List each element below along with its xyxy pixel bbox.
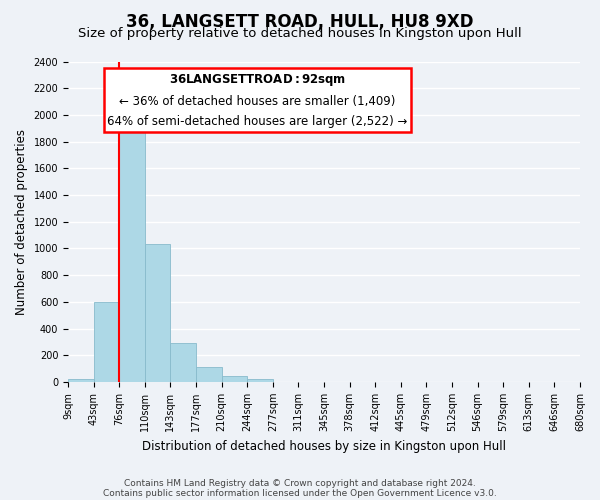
Bar [221, 376, 247, 382]
Bar [145, 244, 170, 382]
Text: 36, LANGSETT ROAD, HULL, HU8 9XD: 36, LANGSETT ROAD, HULL, HU8 9XD [126, 12, 474, 30]
Bar [247, 380, 273, 382]
Bar [170, 343, 196, 382]
FancyBboxPatch shape [104, 68, 411, 132]
Bar [94, 302, 119, 382]
Text: Contains public sector information licensed under the Open Government Licence v3: Contains public sector information licen… [103, 488, 497, 498]
Bar [68, 380, 94, 382]
Text: Size of property relative to detached houses in Kingston upon Hull: Size of property relative to detached ho… [78, 28, 522, 40]
Bar [119, 132, 145, 382]
X-axis label: Distribution of detached houses by size in Kingston upon Hull: Distribution of detached houses by size … [142, 440, 506, 452]
Text: $\bf{36 LANGSETT ROAD: 92sqm}$
← 36% of detached houses are smaller (1,409)
64% : $\bf{36 LANGSETT ROAD: 92sqm}$ ← 36% of … [107, 72, 407, 128]
Text: Contains HM Land Registry data © Crown copyright and database right 2024.: Contains HM Land Registry data © Crown c… [124, 478, 476, 488]
Bar [196, 368, 221, 382]
Y-axis label: Number of detached properties: Number of detached properties [15, 128, 28, 314]
